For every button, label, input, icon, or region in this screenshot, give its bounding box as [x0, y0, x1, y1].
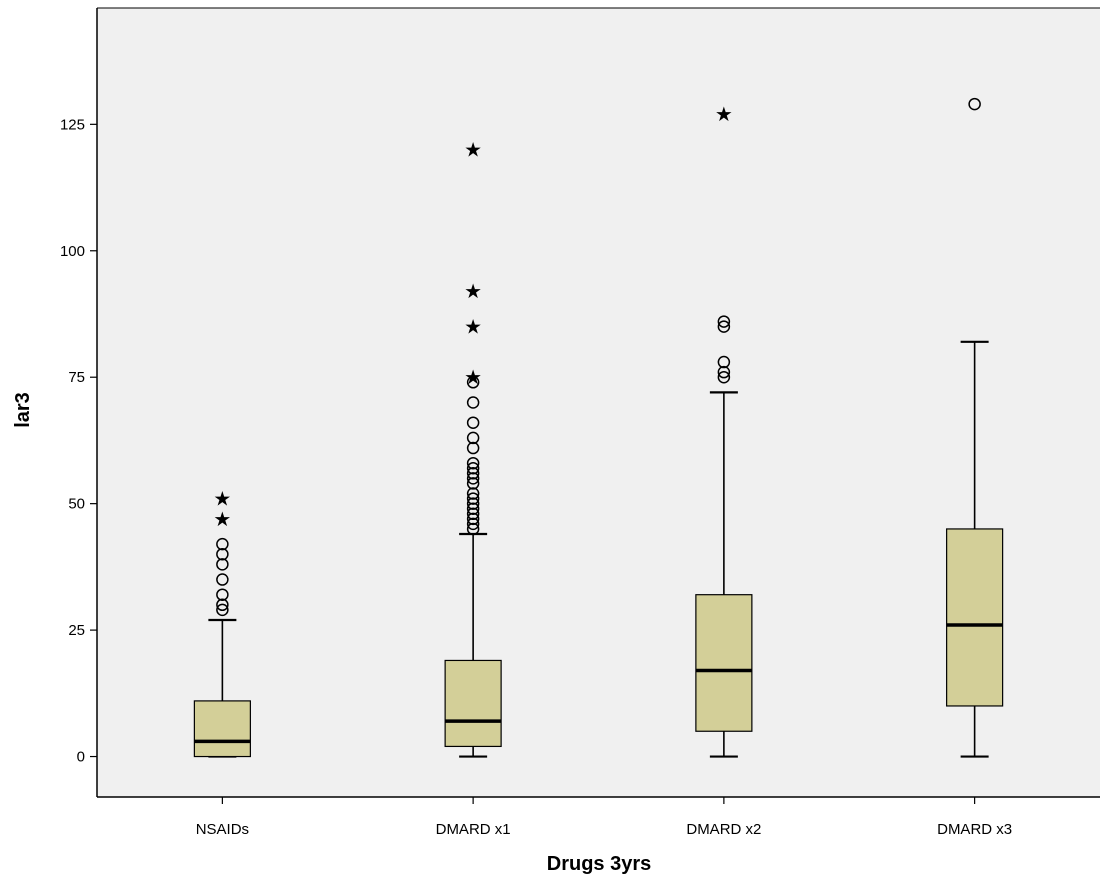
y-tick-label: 25 [68, 622, 85, 639]
x-tick-label: DMARD x3 [937, 821, 1012, 838]
outlier-point [717, 365, 731, 379]
extreme-point: ★ [715, 102, 733, 126]
outlier-point [717, 315, 731, 328]
outlier-point [466, 467, 480, 480]
outlier-point [466, 396, 480, 409]
extreme-point: ★ [464, 315, 482, 339]
x-tick-label: NSAIDs [196, 821, 249, 838]
x-axis-ticks: NSAIDs DMARD x1 DMARD x2 DMARD x3 [196, 797, 1012, 838]
outlier-point [466, 522, 480, 536]
outlier-point [466, 416, 480, 429]
outlier-point [466, 456, 480, 470]
iqr-box [444, 659, 502, 748]
box-group: ★ [695, 102, 753, 758]
iqr-box [695, 594, 753, 732]
extreme-point: ★ [464, 279, 482, 303]
outlier-point [216, 588, 229, 601]
x-axis-title: Drugs 3yrs [547, 853, 652, 875]
outlier-point [216, 558, 229, 571]
outlier-point [216, 547, 229, 561]
box-group: ★★ [193, 487, 251, 758]
outlier-point [717, 355, 731, 369]
extreme-point: ★ [464, 138, 482, 162]
outlier-point [466, 472, 480, 485]
extreme-point: ★ [464, 365, 482, 389]
y-tick-label: 75 [68, 369, 85, 386]
outlier-point [466, 512, 480, 526]
x-tick-label: DMARD x1 [436, 821, 511, 838]
outlier-point [466, 477, 480, 490]
outlier-point [717, 370, 731, 384]
y-tick-label: 125 [60, 116, 85, 133]
outlier-point [466, 376, 480, 389]
box-group: ★ ★ ★ ★ [444, 138, 502, 758]
outlier-point [466, 462, 480, 475]
outlier-point [466, 517, 480, 531]
outlier-point [466, 487, 480, 500]
y-tick-label: 100 [60, 243, 85, 260]
outlier-point [216, 603, 229, 617]
y-tick-label: 50 [68, 496, 85, 513]
outlier-point [968, 97, 981, 111]
y-axis-ticks: 0 25 50 75 100 125 [60, 116, 97, 766]
outlier-point [216, 573, 229, 586]
chart-marks: ★★★★★★★ [193, 97, 1004, 758]
outlier-point [466, 492, 480, 505]
outlier-point [466, 502, 480, 515]
extreme-point: ★ [213, 507, 231, 531]
y-tick-label: 0 [77, 749, 85, 766]
box-group [946, 97, 1004, 758]
outlier-point [717, 320, 731, 333]
outlier-point [466, 497, 480, 510]
extreme-point: ★ [213, 487, 231, 511]
outlier-point [466, 507, 480, 521]
outlier-point [466, 431, 480, 445]
outlier-point [216, 598, 229, 612]
outlier-point [466, 441, 480, 455]
x-tick-label: DMARD x2 [686, 821, 761, 838]
y-axis-title: lar3 [12, 392, 34, 428]
iqr-box [193, 700, 251, 758]
iqr-box [946, 528, 1004, 707]
outlier-point [216, 537, 229, 551]
plot-area [97, 8, 1100, 797]
